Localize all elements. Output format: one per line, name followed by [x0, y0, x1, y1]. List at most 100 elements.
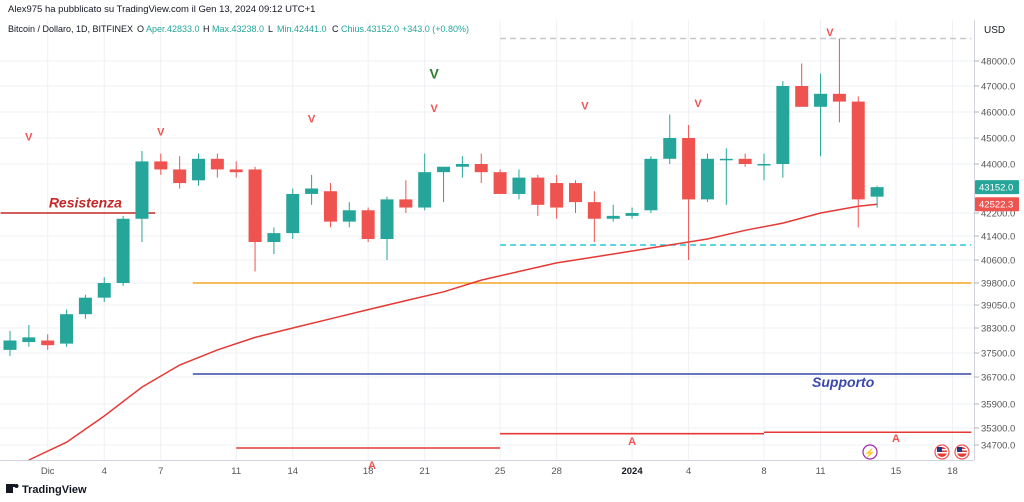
- candle-body: [418, 172, 432, 208]
- candle-down: [399, 180, 413, 213]
- candle-body: [663, 138, 677, 159]
- candle-down: [41, 334, 55, 350]
- candle-body: [437, 166, 451, 173]
- candle-body: [78, 297, 92, 315]
- candle-down: [173, 156, 187, 189]
- candle-up: [116, 215, 130, 286]
- grid: [0, 20, 974, 460]
- vertex-marker: V: [694, 98, 702, 110]
- candle-body: [512, 177, 526, 194]
- svg-text:⚡: ⚡: [864, 447, 875, 459]
- candle-body: [286, 193, 300, 234]
- candle-up: [22, 324, 36, 347]
- candle-down: [832, 38, 846, 123]
- candle-up: [606, 204, 620, 222]
- price-tick-label: 48000.0: [981, 57, 1015, 68]
- candle-body: [455, 164, 469, 167]
- price-tick-label: 39800.0: [981, 279, 1015, 290]
- candle-up: [3, 331, 17, 356]
- change-value: +343.0 (+0.80%): [402, 24, 469, 34]
- candle-up: [305, 174, 319, 205]
- price-tick-label: 42200.0: [981, 209, 1015, 220]
- candle-body: [361, 210, 375, 239]
- candle-down: [569, 180, 582, 213]
- us-flag-event-icon[interactable]: [934, 444, 950, 460]
- candle-body: [832, 93, 846, 102]
- candle-up: [60, 309, 74, 347]
- candle-up: [644, 156, 658, 213]
- candle-up: [380, 196, 394, 260]
- candle-down: [550, 174, 564, 219]
- candle-down: [154, 153, 168, 175]
- candle-body: [323, 191, 337, 222]
- price-axis[interactable]: 48000.0 47000.0 46000.0 45000.0 44000.0 42200…: [974, 57, 1019, 452]
- price-tick-label: 38300.0: [981, 324, 1015, 335]
- candle-down: [323, 183, 337, 228]
- candle-body: [493, 172, 507, 194]
- time-tick-label: 15: [891, 466, 902, 477]
- candle-up: [342, 202, 356, 228]
- candle-up: [814, 73, 828, 157]
- candle-body: [550, 183, 564, 208]
- candle-up: [418, 153, 432, 211]
- high-label: H: [203, 24, 210, 34]
- candle-body: [814, 93, 828, 107]
- candle-down: [493, 169, 507, 194]
- symbol-name: Bitcoin / Dollaro, 1D, BITFINEX: [8, 24, 133, 34]
- time-tick-label: 4: [102, 466, 107, 477]
- candle-body: [173, 169, 187, 184]
- candle-up: [719, 148, 733, 205]
- tradingview-brand[interactable]: TradingView: [22, 484, 87, 496]
- price-tick-label: 47000.0: [981, 82, 1015, 93]
- price-tag-label: 43152.0: [979, 183, 1013, 194]
- candle-body: [719, 158, 733, 161]
- candle-up: [437, 166, 451, 203]
- price-tick-label: 34700.0: [981, 441, 1015, 452]
- price-tick-label: 39050.0: [981, 301, 1015, 312]
- candle-down: [474, 153, 488, 184]
- candle-body: [60, 314, 74, 344]
- candle-body: [305, 188, 319, 194]
- candle-body: [342, 210, 356, 222]
- candle-down: [210, 153, 224, 178]
- lightning-event-icon[interactable]: ⚡: [862, 444, 878, 460]
- time-tick-label: 2024: [621, 466, 643, 477]
- candle-body: [192, 158, 205, 181]
- vertex-marker: V: [308, 113, 316, 125]
- candle-body: [210, 158, 224, 170]
- candle-up: [78, 294, 92, 319]
- candle-body: [644, 158, 658, 211]
- open-value: Aper.42833.0: [146, 24, 200, 34]
- close-label: C: [332, 24, 339, 34]
- candle-up: [870, 185, 884, 208]
- price-tick-label: 46000.0: [981, 108, 1015, 119]
- candle-down: [248, 166, 262, 272]
- price-tick-label: 37500.0: [981, 349, 1015, 360]
- open-label: O: [137, 24, 144, 34]
- us-flag-event-icon-2[interactable]: [954, 444, 970, 460]
- price-tick-label: 41400.0: [981, 232, 1015, 243]
- candle-up: [700, 153, 714, 203]
- time-tick-label: 11: [816, 466, 826, 477]
- candle-body: [229, 169, 243, 173]
- candle-body: [531, 177, 545, 205]
- low-label: L: [268, 24, 273, 34]
- time-axis[interactable]: Dic 4 7 11 14 18 21 25 28 2024 4 8 11 15 18: [41, 466, 958, 477]
- candlesticks: [3, 38, 884, 356]
- tradingview-logo-icon[interactable]: [6, 484, 19, 493]
- candle-body: [116, 218, 130, 283]
- anchor-marker: A: [368, 460, 376, 472]
- anchor-marker: A: [892, 433, 900, 445]
- time-tick-label: 18: [947, 466, 958, 477]
- candle-body: [870, 187, 884, 197]
- time-tick-label: 8: [761, 466, 766, 477]
- candle-up: [663, 114, 677, 164]
- candle-body: [738, 158, 752, 164]
- publisher-line: Alex975 ha pubblicato su TradingView.com…: [8, 4, 315, 15]
- candle-body: [757, 164, 771, 166]
- candle-body: [399, 199, 413, 208]
- candle-body: [97, 283, 111, 298]
- candle-body: [3, 340, 17, 350]
- vertex-marker: V: [429, 66, 439, 82]
